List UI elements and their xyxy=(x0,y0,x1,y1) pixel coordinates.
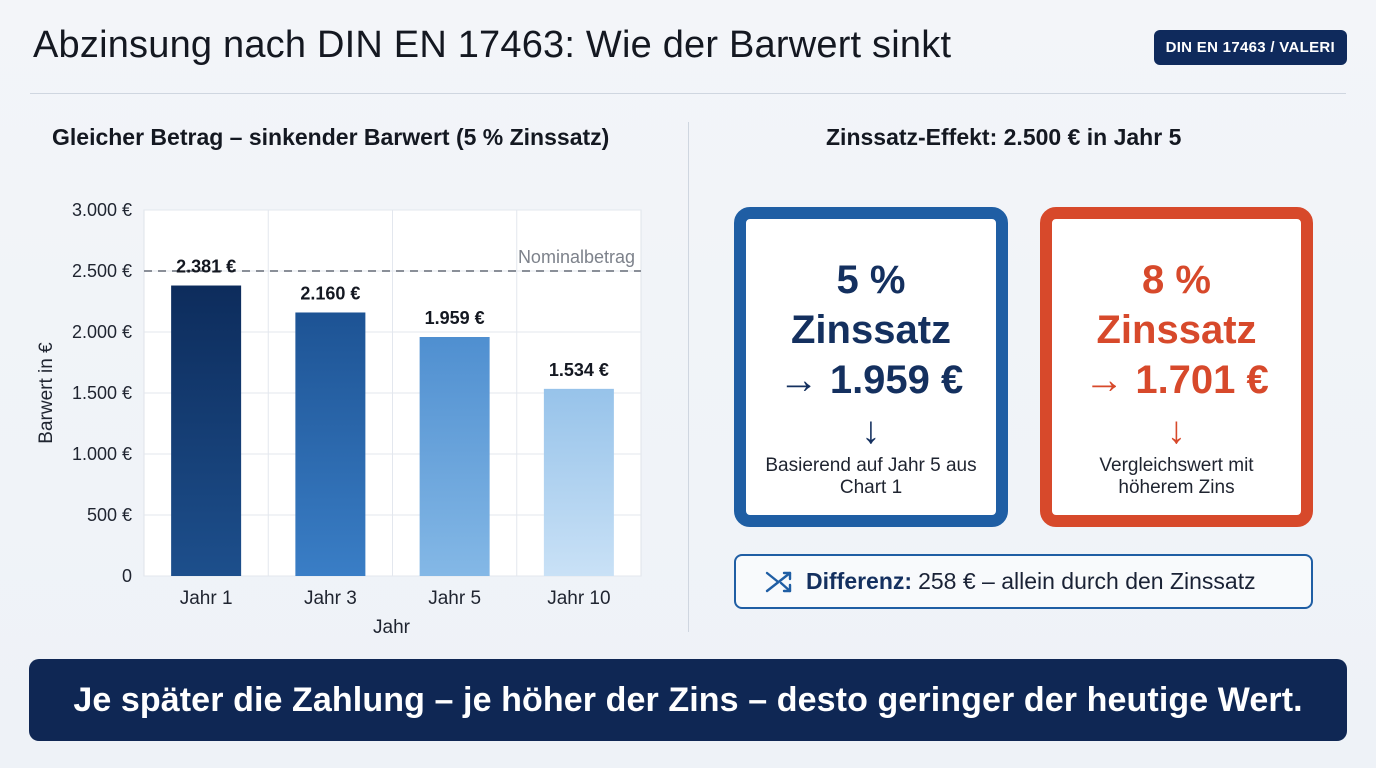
rate-value: 5 % xyxy=(836,258,906,302)
bar-value-label: 2.381 € xyxy=(176,257,236,277)
y-tick-label: 2.000 € xyxy=(72,322,132,342)
page-title: Abzinsung nach DIN EN 17463: Wie der Bar… xyxy=(33,24,952,66)
bar xyxy=(171,285,242,576)
y-tick-label: 1.000 € xyxy=(72,444,132,464)
header-divider xyxy=(30,93,1346,94)
rate-label: Zinssatz xyxy=(1096,308,1257,352)
reference-line-label: Nominalbetrag xyxy=(518,247,635,267)
y-tick-label: 0 xyxy=(122,566,132,586)
rate-value: 8 % xyxy=(1142,258,1211,302)
standard-badge: DIN EN 17463 / VALERI xyxy=(1153,30,1347,65)
footer-banner: Je später die Zahlung – je höher der Zin… xyxy=(29,659,1347,741)
chart-labels: 0 500 € 1.000 € 1.500 € 2.000 € 2.500 € 3.000 … xyxy=(36,200,635,638)
plot-area xyxy=(143,209,642,577)
rate-card-8-percent: 8 % Zinssatz → 1.701 € ↓ Vergleichswert … xyxy=(1040,207,1313,527)
x-axis-title: Jahr xyxy=(373,617,411,638)
chart-bars xyxy=(144,270,641,576)
bar-value-label: 1.534 € xyxy=(549,360,609,380)
difference-box: Differenz: 258 € – allein durch den Zins… xyxy=(734,554,1313,609)
present-value-result: → 1.959 € xyxy=(778,358,964,402)
difference-label: Differenz: xyxy=(806,568,913,594)
bar-value-label: 1.959 € xyxy=(425,308,485,328)
card-note: Vergleichswert mit höherem Zins xyxy=(1099,455,1254,498)
shuffle-icon xyxy=(765,571,792,592)
chart-heading: Gleicher Betrag – sinkender Barwert (5 %… xyxy=(52,124,610,150)
bar xyxy=(419,337,490,576)
chart-grid xyxy=(143,209,642,577)
bar xyxy=(543,388,614,576)
x-tick-label: Jahr 1 xyxy=(180,588,233,609)
present-value-result: → 1.701 € xyxy=(1084,358,1269,402)
x-tick-label: Jahr 10 xyxy=(547,588,610,609)
y-tick-label: 3.000 € xyxy=(72,200,132,220)
y-tick-label: 1.500 € xyxy=(72,383,132,403)
column-divider xyxy=(688,122,689,632)
arrow-down-icon: ↓ xyxy=(861,410,881,452)
bar xyxy=(295,312,366,576)
difference-text: 258 € – allein durch den Zinssatz xyxy=(918,568,1256,594)
y-tick-label: 2.500 € xyxy=(72,261,132,281)
x-tick-label: Jahr 3 xyxy=(304,588,357,609)
rate-card-5-percent: 5 % Zinssatz → 1.959 € ↓ Basierend auf J… xyxy=(734,207,1008,527)
rate-label: Zinssatz xyxy=(790,308,952,352)
bar-value-label: 2.160 € xyxy=(300,283,360,303)
rate-effect-heading: Zinssatz-Effekt: 2.500 € in Jahr 5 xyxy=(826,124,1182,150)
y-tick-label: 500 € xyxy=(87,505,132,525)
x-tick-label: Jahr 5 xyxy=(428,588,481,609)
card-note: Basierend auf Jahr 5 aus Chart 1 xyxy=(765,455,977,498)
y-axis-title: Barwert in € xyxy=(36,342,57,444)
arrow-down-icon: ↓ xyxy=(1167,410,1186,452)
